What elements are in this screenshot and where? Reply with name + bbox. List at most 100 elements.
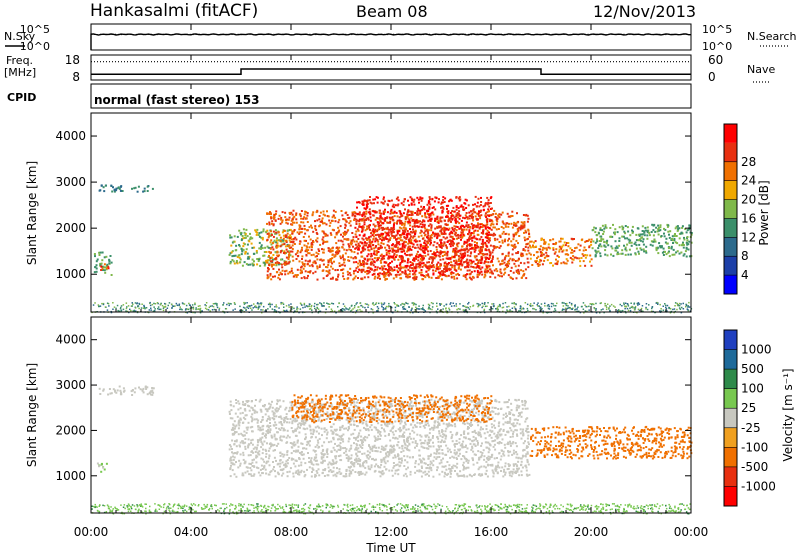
heatmap-cell — [306, 305, 309, 308]
heatmap-cell — [481, 240, 484, 243]
heatmap-cell — [423, 231, 426, 234]
heatmap-cell — [288, 216, 291, 219]
heatmap-cell — [519, 305, 522, 307]
heatmap-cell — [469, 255, 472, 258]
heatmap-cell — [370, 407, 373, 410]
heatmap-cell — [372, 264, 375, 267]
heatmap-cell — [302, 236, 305, 238]
heatmap-cell — [304, 250, 307, 253]
heatmap-cell — [264, 310, 266, 312]
heatmap-cell — [409, 224, 412, 227]
heatmap-cell — [446, 311, 448, 314]
heatmap-cell — [247, 307, 250, 309]
heatmap-cell — [440, 246, 443, 249]
heatmap-cell — [367, 272, 370, 275]
heatmap-cell — [428, 216, 431, 219]
heatmap-cell — [110, 392, 113, 395]
heatmap-cell — [478, 267, 481, 269]
heatmap-cell — [303, 244, 306, 247]
heatmap-cell — [669, 230, 672, 233]
heatmap-cell — [309, 308, 312, 310]
heatmap-cell — [533, 241, 535, 244]
heatmap-cell — [454, 254, 457, 257]
heatmap-cell — [487, 199, 490, 202]
heatmap-cell — [563, 241, 566, 244]
heatmap-cell — [497, 305, 499, 308]
heatmap-cell — [360, 269, 363, 272]
heatmap-cell — [343, 278, 346, 280]
heatmap-cell — [295, 238, 298, 241]
heatmap-cell — [99, 393, 102, 395]
heatmap-cell — [436, 305, 438, 307]
heatmap-cell — [101, 251, 104, 254]
heatmap-cell — [535, 309, 537, 311]
heatmap-cell — [407, 268, 410, 271]
heatmap-cell — [362, 306, 364, 308]
heatmap-cell — [294, 310, 297, 312]
heatmap-cell — [280, 301, 282, 304]
heatmap-cell — [477, 197, 480, 200]
heatmap-cell — [454, 218, 457, 220]
heatmap-cell — [460, 249, 463, 252]
heatmap-cell — [497, 274, 500, 277]
heatmap-cell — [422, 262, 425, 265]
heatmap-cell — [454, 219, 457, 222]
heatmap-cell — [682, 308, 685, 310]
heatmap-cell — [343, 264, 346, 267]
heatmap-cell — [504, 471, 507, 474]
heatmap-cell — [529, 246, 532, 249]
heatmap-cell — [571, 261, 574, 264]
heatmap-cell — [448, 269, 451, 272]
heatmap-cell — [480, 196, 482, 199]
heatmap-cell — [457, 213, 460, 216]
heatmap-cell — [325, 275, 328, 277]
heatmap-cell — [101, 462, 103, 465]
heatmap-cell — [256, 228, 259, 231]
heatmap-cell — [439, 225, 442, 228]
heatmap-cell — [281, 221, 284, 224]
heatmap-cell — [378, 224, 381, 227]
heatmap-cell — [103, 263, 106, 266]
heatmap-cell — [478, 215, 481, 218]
heatmap-cell — [468, 273, 471, 276]
heatmap-cell — [274, 229, 277, 232]
heatmap-cell — [427, 250, 429, 253]
heatmap-cell — [450, 437, 453, 440]
heatmap-cell — [381, 229, 384, 231]
heatmap-cell — [255, 306, 258, 309]
heatmap-cell — [251, 438, 254, 441]
heatmap-cell — [347, 458, 350, 461]
heatmap-cell — [419, 254, 422, 257]
heatmap-cell — [245, 308, 247, 311]
heatmap-cell — [689, 310, 692, 312]
heatmap-cell — [457, 454, 460, 457]
heatmap-cell — [231, 427, 234, 429]
heatmap-cell — [541, 308, 543, 310]
heatmap-cell — [584, 264, 587, 267]
heatmap-cell — [485, 218, 488, 221]
heatmap-cell — [659, 310, 661, 312]
heatmap-cell — [428, 267, 431, 270]
heatmap-cell — [467, 263, 470, 266]
heatmap-cell — [391, 205, 394, 208]
heatmap-cell — [336, 467, 338, 470]
heatmap-cell — [367, 306, 369, 308]
heatmap-cell — [455, 214, 458, 217]
heatmap-cell — [680, 232, 682, 235]
heatmap-cell — [288, 253, 290, 256]
heatmap-cell — [384, 246, 387, 249]
heatmap-cell — [366, 199, 369, 202]
heatmap-cell — [384, 236, 387, 239]
heatmap-cell — [145, 388, 148, 390]
heatmap-cell — [136, 190, 139, 193]
heatmap-cell — [403, 439, 406, 442]
heatmap-cell — [421, 237, 424, 240]
heatmap-cell — [614, 240, 617, 243]
heatmap-cell — [371, 303, 374, 305]
heatmap-cell — [685, 241, 688, 244]
heatmap-cell — [452, 302, 454, 304]
heatmap-cell — [463, 475, 466, 478]
heatmap-cell — [421, 221, 424, 224]
heatmap-cell — [424, 230, 427, 233]
